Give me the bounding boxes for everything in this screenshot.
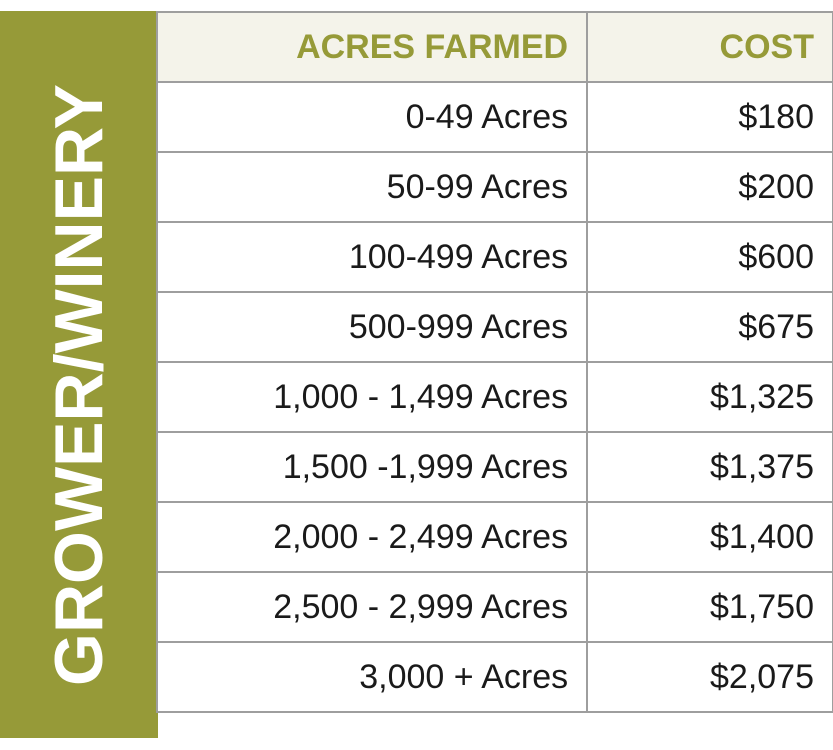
acres-cell: 0-49 Acres (155, 81, 589, 153)
category-band: GROWER/WINERY (0, 11, 158, 738)
pricing-table: ACRES FARMED COST 0-49 Acres $180 50-99 … (155, 11, 833, 713)
cost-cell: $2,075 (586, 641, 833, 713)
acres-cell: 500-999 Acres (155, 291, 589, 363)
acres-cell: 3,000 + Acres (155, 641, 589, 713)
table-row: 0-49 Acres $180 (155, 81, 833, 153)
table-row: 3,000 + Acres $2,075 (155, 641, 833, 713)
acres-cell: 1,000 - 1,499 Acres (155, 361, 589, 433)
table-row: 100-499 Acres $600 (155, 221, 833, 293)
table-row: 50-99 Acres $200 (155, 151, 833, 223)
table-row: 500-999 Acres $675 (155, 291, 833, 363)
table-header-row: ACRES FARMED COST (155, 11, 833, 83)
table-row: 2,000 - 2,499 Acres $1,400 (155, 501, 833, 573)
cost-cell: $1,325 (586, 361, 833, 433)
cost-cell: $600 (586, 221, 833, 293)
cost-cell: $1,750 (586, 571, 833, 643)
cost-cell: $180 (586, 81, 833, 153)
cost-cell: $200 (586, 151, 833, 223)
table-row: 2,500 - 2,999 Acres $1,750 (155, 571, 833, 643)
acres-cell: 100-499 Acres (155, 221, 589, 293)
acres-cell: 50-99 Acres (155, 151, 589, 223)
acres-farmed-header: ACRES FARMED (155, 11, 589, 83)
acres-cell: 2,000 - 2,499 Acres (155, 501, 589, 573)
table-row: 1,500 -1,999 Acres $1,375 (155, 431, 833, 503)
cost-header: COST (586, 11, 833, 83)
cost-cell: $675 (586, 291, 833, 363)
acres-cell: 1,500 -1,999 Acres (155, 431, 589, 503)
cost-cell: $1,400 (586, 501, 833, 573)
table-row: 1,000 - 1,499 Acres $1,325 (155, 361, 833, 433)
cost-cell: $1,375 (586, 431, 833, 503)
acres-cell: 2,500 - 2,999 Acres (155, 571, 589, 643)
category-label: GROWER/WINERY (41, 84, 117, 686)
